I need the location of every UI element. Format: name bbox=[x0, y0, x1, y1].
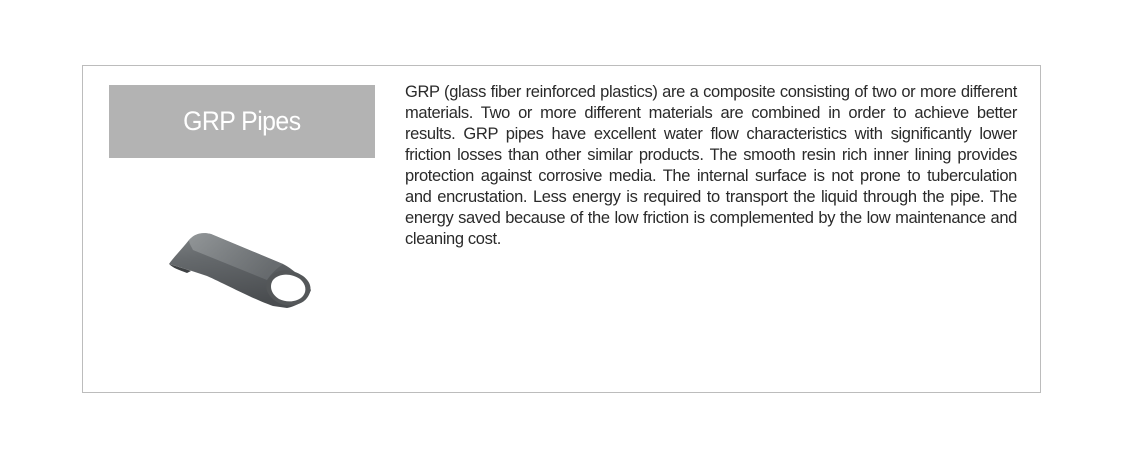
product-description: GRP (glass fiber reinforced plastics) ar… bbox=[405, 83, 1017, 248]
product-title: GRP Pipes bbox=[183, 106, 301, 136]
title-banner: GRP Pipes bbox=[109, 85, 375, 158]
grp-pipe-icon bbox=[169, 233, 311, 308]
product-card: GRP Pipes GRP (glass fiber reinforced pl… bbox=[82, 65, 1041, 393]
